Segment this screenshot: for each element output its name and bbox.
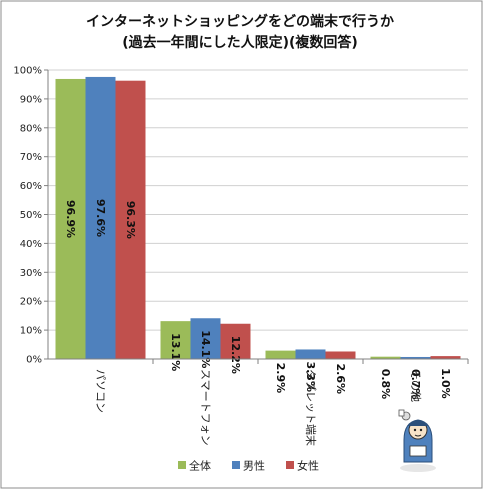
legend-swatch: [286, 461, 294, 469]
y-tick-label: 80%: [20, 123, 42, 134]
data-label: 2.6%: [334, 363, 347, 394]
bar: [115, 80, 146, 360]
bar: [220, 323, 251, 359]
y-tick-label: 20%: [20, 297, 42, 308]
y-tick-label: 0%: [26, 355, 42, 366]
legend-swatch: [178, 461, 186, 469]
legend-swatch: [232, 461, 240, 469]
data-label: 1.0%: [439, 368, 452, 399]
bar: [55, 78, 86, 360]
bar: [370, 356, 401, 359]
data-label: 2.9%: [274, 363, 287, 394]
chart-title: インターネットショッピングをどの端末で行うか: [86, 13, 394, 30]
x-tick-label: タブレット端末: [304, 369, 318, 446]
data-label: 12.2%: [229, 336, 242, 374]
y-axis-ticks: 0% 10% 20% 30% 40% 50% 60% 70% 80% 90% 100%: [13, 66, 48, 366]
legend-label: 男性: [243, 459, 265, 473]
legend-label: 女性: [297, 459, 319, 473]
data-label: 96.3%: [124, 201, 137, 239]
y-tick-label: 10%: [20, 326, 42, 337]
bar: [295, 349, 326, 359]
chart-subtitle: (過去一年間にした人限定)(複数回答): [122, 34, 358, 51]
y-tick-label: 60%: [20, 181, 42, 192]
x-tick-label: パソコン: [94, 369, 107, 413]
mascot-illustration: [398, 409, 436, 472]
legend: 全体 男性 女性: [178, 459, 319, 473]
bar: [160, 321, 191, 359]
bar: [430, 356, 461, 359]
data-label: 96.9%: [64, 200, 77, 238]
data-label: 14.1%: [199, 330, 212, 368]
x-tick-label: スマートフォン: [199, 369, 212, 446]
y-tick-label: 90%: [20, 94, 42, 105]
data-label: 97.6%: [94, 199, 107, 237]
y-tick-label: 30%: [20, 268, 42, 279]
data-label: 3.3%: [304, 361, 317, 392]
data-label: 13.1%: [169, 333, 182, 371]
y-tick-label: 70%: [20, 152, 42, 163]
x-tick-label: その他: [409, 369, 422, 402]
bar: [85, 76, 116, 359]
y-tick-label: 50%: [20, 210, 42, 221]
bar: [400, 356, 431, 359]
data-labels: 96.9% 97.6% 96.3% 13.1% 14.1% 12.2% 2.9% 3.3% 2.…: [64, 199, 452, 400]
x-axis-ticks: パソコン スマートフォン タブレット端末 その他: [94, 369, 422, 446]
data-label: 0.7%: [409, 369, 422, 400]
y-tick-label: 40%: [20, 239, 42, 250]
bar: [325, 351, 356, 359]
bar: [265, 350, 296, 359]
axes: [47, 70, 469, 364]
y-tick-label: 100%: [13, 66, 42, 77]
bar: [190, 318, 221, 359]
data-label: 0.8%: [379, 369, 392, 400]
bars: [55, 76, 461, 360]
legend-label: 全体: [189, 459, 211, 473]
